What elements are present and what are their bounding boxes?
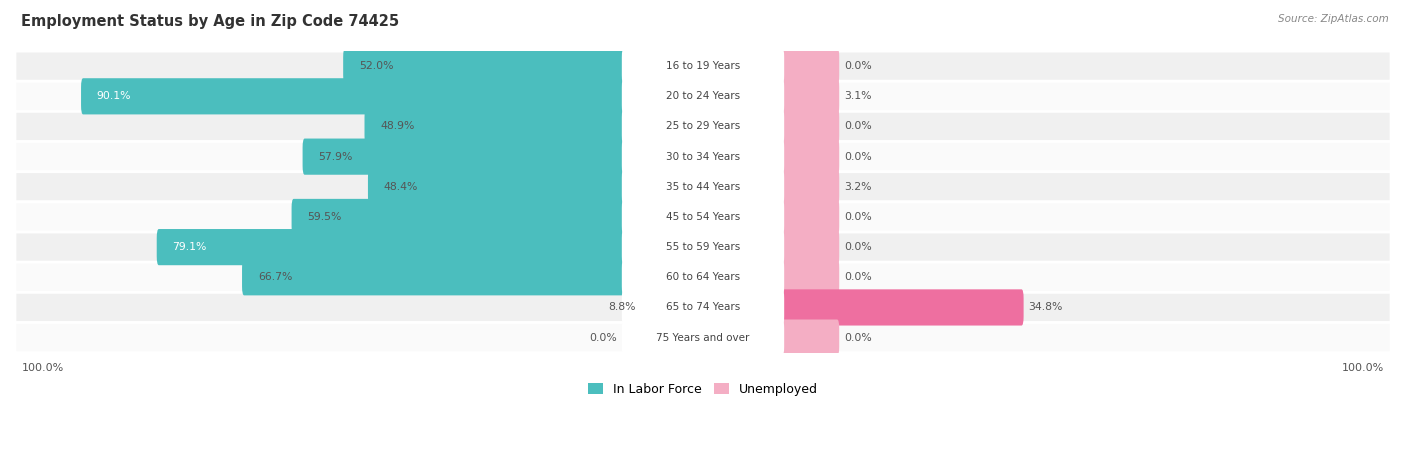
FancyBboxPatch shape [621, 290, 785, 326]
FancyBboxPatch shape [621, 138, 785, 175]
FancyBboxPatch shape [368, 169, 626, 205]
FancyBboxPatch shape [364, 108, 626, 145]
FancyBboxPatch shape [780, 319, 839, 356]
Text: 35 to 44 Years: 35 to 44 Years [666, 182, 740, 192]
FancyBboxPatch shape [302, 138, 626, 175]
FancyBboxPatch shape [15, 292, 1391, 322]
FancyBboxPatch shape [156, 229, 626, 265]
FancyBboxPatch shape [15, 262, 1391, 292]
Text: 90.1%: 90.1% [97, 91, 131, 101]
FancyBboxPatch shape [780, 199, 839, 235]
Text: 8.8%: 8.8% [607, 303, 636, 313]
Text: 45 to 54 Years: 45 to 54 Years [666, 212, 740, 222]
Text: 100.0%: 100.0% [1341, 363, 1384, 373]
Text: 48.9%: 48.9% [381, 121, 415, 132]
Text: 20 to 24 Years: 20 to 24 Years [666, 91, 740, 101]
FancyBboxPatch shape [15, 81, 1391, 111]
Text: 0.0%: 0.0% [589, 332, 617, 343]
FancyBboxPatch shape [780, 259, 839, 295]
Text: Employment Status by Age in Zip Code 74425: Employment Status by Age in Zip Code 744… [21, 14, 399, 28]
FancyBboxPatch shape [621, 229, 785, 265]
Text: Source: ZipAtlas.com: Source: ZipAtlas.com [1278, 14, 1389, 23]
FancyBboxPatch shape [621, 78, 785, 115]
FancyBboxPatch shape [780, 108, 839, 145]
FancyBboxPatch shape [291, 199, 626, 235]
FancyBboxPatch shape [621, 259, 785, 295]
FancyBboxPatch shape [15, 111, 1391, 142]
FancyBboxPatch shape [621, 108, 785, 145]
FancyBboxPatch shape [15, 202, 1391, 232]
Text: 66.7%: 66.7% [257, 272, 292, 282]
Text: 100.0%: 100.0% [22, 363, 65, 373]
Text: 0.0%: 0.0% [844, 332, 872, 343]
Text: 48.4%: 48.4% [384, 182, 418, 192]
FancyBboxPatch shape [15, 322, 1391, 353]
FancyBboxPatch shape [621, 48, 785, 84]
FancyBboxPatch shape [82, 78, 626, 115]
FancyBboxPatch shape [343, 48, 626, 84]
FancyBboxPatch shape [15, 232, 1391, 262]
Text: 25 to 29 Years: 25 to 29 Years [666, 121, 740, 132]
Text: 0.0%: 0.0% [844, 152, 872, 161]
Text: 0.0%: 0.0% [844, 61, 872, 71]
Text: 79.1%: 79.1% [173, 242, 207, 252]
Text: 59.5%: 59.5% [308, 212, 342, 222]
FancyBboxPatch shape [15, 172, 1391, 202]
FancyBboxPatch shape [621, 169, 785, 205]
Text: 52.0%: 52.0% [359, 61, 394, 71]
FancyBboxPatch shape [780, 290, 1024, 326]
Text: 30 to 34 Years: 30 to 34 Years [666, 152, 740, 161]
Text: 55 to 59 Years: 55 to 59 Years [666, 242, 740, 252]
Text: 34.8%: 34.8% [1028, 303, 1063, 313]
Text: 0.0%: 0.0% [844, 272, 872, 282]
Text: 0.0%: 0.0% [844, 121, 872, 132]
FancyBboxPatch shape [780, 169, 839, 205]
Text: 0.0%: 0.0% [844, 242, 872, 252]
Text: 3.1%: 3.1% [844, 91, 872, 101]
Text: 0.0%: 0.0% [844, 212, 872, 222]
FancyBboxPatch shape [780, 138, 839, 175]
FancyBboxPatch shape [621, 319, 785, 356]
FancyBboxPatch shape [780, 229, 839, 265]
FancyBboxPatch shape [621, 199, 785, 235]
Text: 60 to 64 Years: 60 to 64 Years [666, 272, 740, 282]
FancyBboxPatch shape [780, 48, 839, 84]
FancyBboxPatch shape [15, 51, 1391, 81]
FancyBboxPatch shape [15, 142, 1391, 172]
Text: 3.2%: 3.2% [844, 182, 872, 192]
FancyBboxPatch shape [242, 259, 626, 295]
Legend: In Labor Force, Unemployed: In Labor Force, Unemployed [583, 378, 823, 401]
Text: 75 Years and over: 75 Years and over [657, 332, 749, 343]
Text: 16 to 19 Years: 16 to 19 Years [666, 61, 740, 71]
Text: 57.9%: 57.9% [318, 152, 353, 161]
FancyBboxPatch shape [780, 78, 839, 115]
Text: 65 to 74 Years: 65 to 74 Years [666, 303, 740, 313]
